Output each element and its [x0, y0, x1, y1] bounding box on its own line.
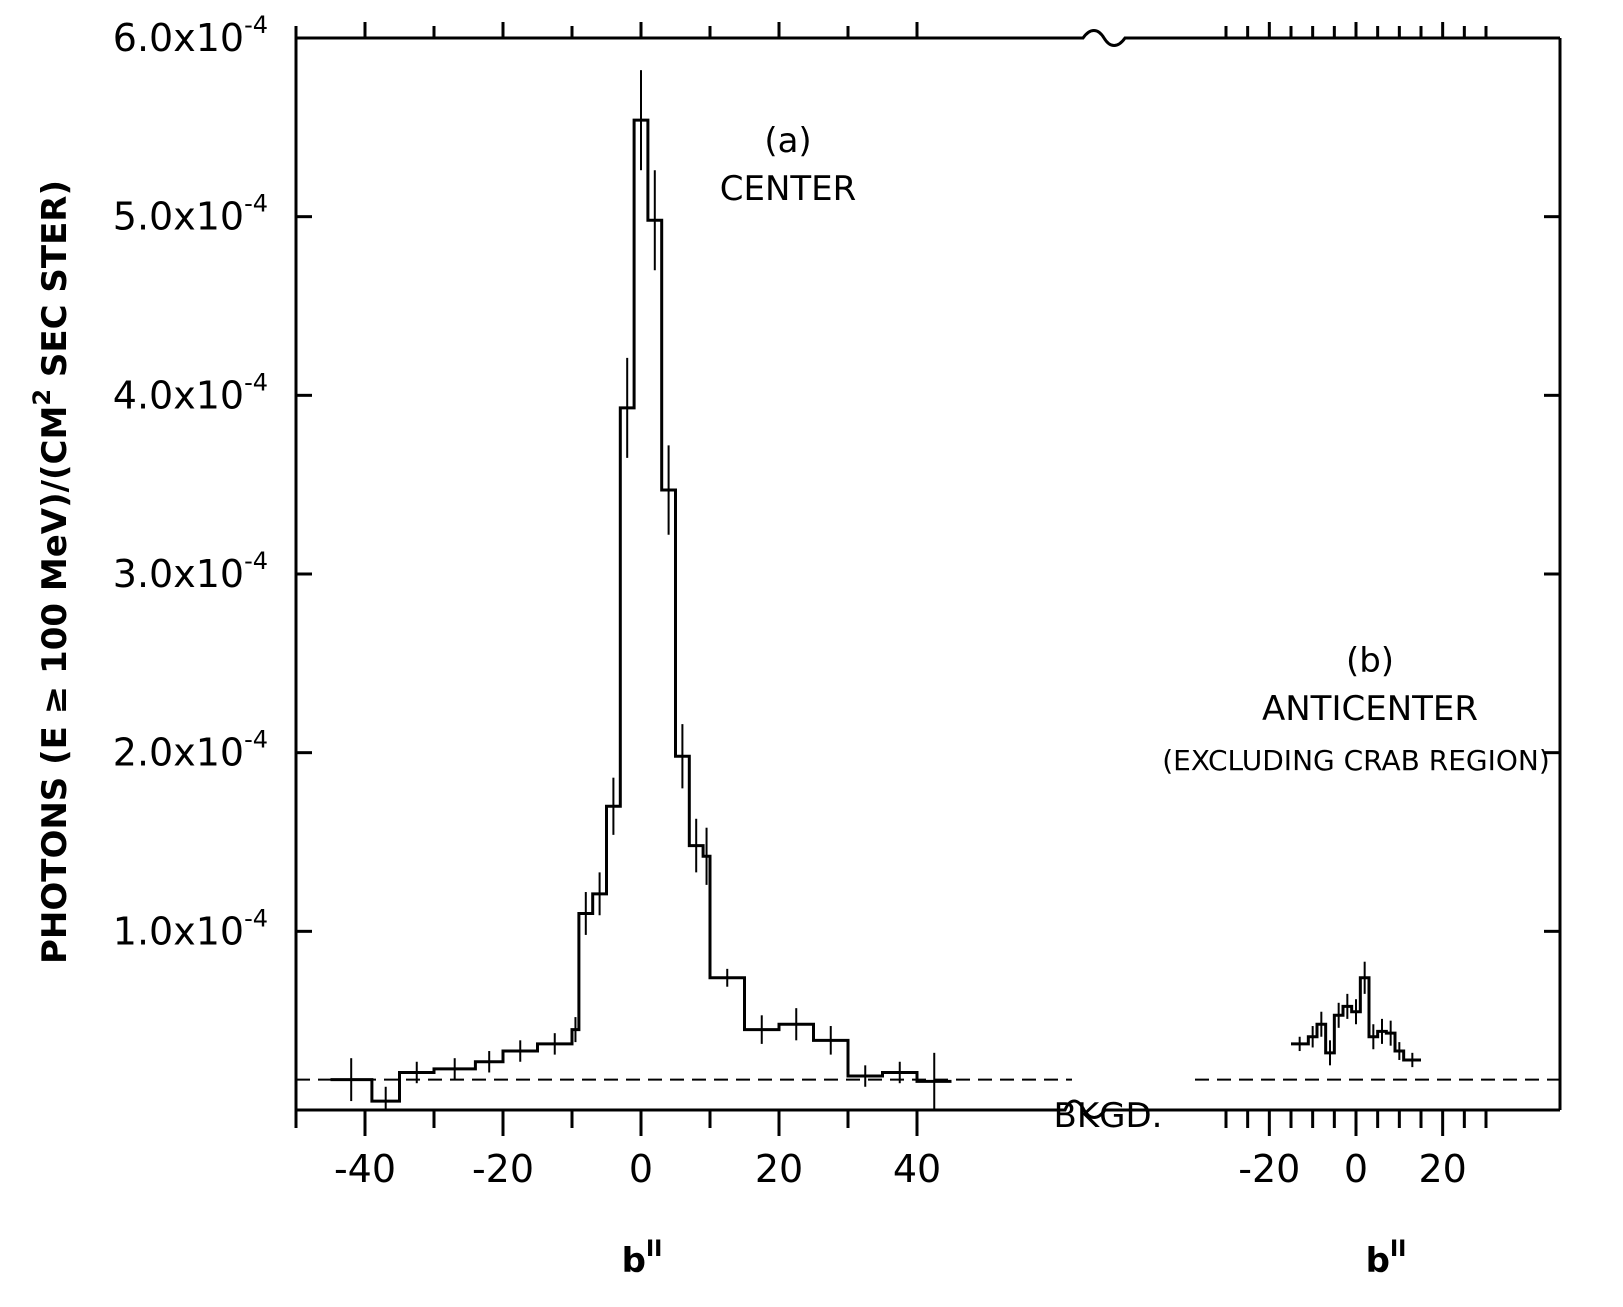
y-tick-label-exponent-3: -4 — [244, 368, 268, 396]
y-tick-label-exponent-2: -4 — [244, 547, 268, 575]
annotation-anticenter-note: (EXCLUDING CRAB REGION) — [1162, 744, 1550, 777]
y-tick-label-mantissa-4: 5.0x10 — [113, 195, 244, 239]
x-tick-label-a-1: -20 — [472, 1147, 534, 1191]
y-axis-label: PHOTONS (E ≥ 100 MeV)/(CM2 SEC STER) — [28, 180, 75, 964]
plot-frame — [294, 29, 1562, 1119]
y-tick-label-mantissa-5: 6.0x10 — [113, 16, 244, 60]
y-tick-label-2: 3.0x10-4 — [113, 547, 268, 596]
y-tick-label-exponent-4: -4 — [244, 190, 268, 218]
histogram-anticenter — [1291, 961, 1421, 1068]
x-tick-label-b-1: 0 — [1344, 1147, 1368, 1191]
x-tick-label-a-4: 40 — [893, 1147, 941, 1191]
top-axis-line — [296, 29, 1560, 47]
x-tick-label-b-2: 20 — [1418, 1147, 1466, 1191]
y-tick-label-1: 2.0x10-4 — [113, 726, 268, 775]
x-axis-label-anticenter-main: b — [1366, 1241, 1390, 1281]
x-axis-label-center-main: b — [622, 1241, 646, 1281]
x-axis-ticks: -40 -20 0 20 40 -20 0 20 — [294, 22, 1488, 1191]
y-tick-label-exponent-0: -4 — [244, 904, 268, 932]
x-tick-label-a-3: 20 — [755, 1147, 803, 1191]
y-axis-ticks: 1.0x10-42.0x10-43.0x10-44.0x10-45.0x10-4… — [113, 11, 1560, 953]
y-tick-label-0: 1.0x10-4 — [113, 904, 268, 953]
y-tick-label-exponent-1: -4 — [244, 726, 268, 754]
y-tick-label-5: 6.0x10-4 — [113, 11, 268, 60]
y-tick-label-mantissa-2: 3.0x10 — [113, 552, 244, 596]
y-axis-label-tail: SEC STER) — [35, 180, 75, 389]
annotation-center-label: CENTER — [720, 169, 857, 209]
y-axis-label-main: PHOTONS (E ≥ 100 MeV)/(CM — [35, 406, 75, 964]
x-axis-label-center: bII — [622, 1237, 663, 1281]
x-tick-label-b-0: -20 — [1238, 1147, 1300, 1191]
x-tick-label-a-0: -40 — [334, 1147, 396, 1191]
x-axis-label-anticenter-sup: II — [1390, 1237, 1406, 1262]
bottom-axis-line — [296, 1099, 1560, 1119]
annotation-anticenter-label: ANTICENTER — [1262, 689, 1478, 729]
x-axis-label-anticenter: bII — [1366, 1237, 1407, 1281]
y-tick-label-mantissa-0: 1.0x10 — [113, 909, 244, 953]
annotation-center-letter: (a) — [764, 121, 811, 161]
histogram-steps-a — [330, 118, 952, 1103]
y-axis-label-sup: 2 — [28, 389, 56, 406]
background-label: BKGD. — [1054, 1096, 1163, 1136]
y-tick-label-mantissa-1: 2.0x10 — [113, 731, 244, 775]
y-tick-label-3: 4.0x10-4 — [113, 368, 268, 417]
y-tick-label-exponent-5: -4 — [244, 11, 268, 39]
histogram-center — [330, 70, 952, 1110]
y-tick-label-4: 5.0x10-4 — [113, 190, 268, 239]
x-tick-label-a-2: 0 — [629, 1147, 653, 1191]
x-axis-label-center-sup: II — [646, 1237, 662, 1262]
y-tick-label-mantissa-3: 4.0x10 — [113, 373, 244, 417]
annotation-anticenter-letter: (b) — [1346, 641, 1394, 681]
